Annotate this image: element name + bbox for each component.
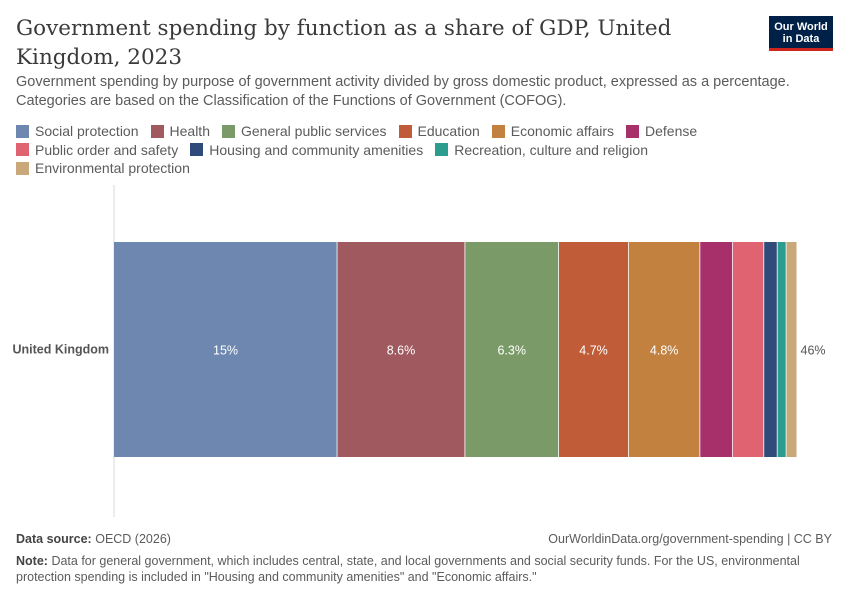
legend-label: Economic affairs: [510, 123, 615, 139]
bar-segment[interactable]: [628, 242, 700, 457]
legend-label: Recreation, culture and religion: [454, 141, 648, 158]
legend-item[interactable]: Social protection: [16, 122, 139, 141]
bar-segment[interactable]: [337, 242, 465, 457]
bar-value-label: 4.7%: [579, 344, 608, 358]
legend-label: Public order and safety: [35, 141, 179, 158]
legend-label: Education: [417, 123, 480, 139]
legend: Social protection Health General public se…: [16, 122, 816, 178]
legend-label: Housing and community amenities: [209, 141, 424, 158]
bar-value-label: 15%: [213, 344, 238, 358]
legend-label: Health: [169, 123, 210, 139]
logo-line-1: Our World: [774, 21, 828, 33]
bar-segment[interactable]: [763, 242, 778, 457]
bar-value-label: 6.3%: [498, 344, 527, 358]
legend-label: Social protection: [35, 123, 139, 139]
chart-subtitle: Government spending by purpose of govern…: [16, 74, 790, 109]
legend-swatch: [435, 143, 449, 157]
bar-segment[interactable]: [786, 242, 797, 457]
legend-item[interactable]: Environmental protection: [16, 159, 190, 178]
legend-label: Environmental protection: [35, 160, 190, 176]
legend-item[interactable]: Housing and community amenities: [190, 141, 423, 160]
chart-note: Note: Data for general government, which…: [16, 553, 831, 585]
bar-segment[interactable]: [464, 242, 559, 457]
chart-title: Government spending by function as a sha…: [16, 16, 672, 70]
legend-swatch: [626, 124, 640, 138]
legend-item[interactable]: Education: [398, 122, 480, 141]
legend-label: Defense: [645, 123, 698, 139]
owid-logo[interactable]: Our World in Data: [769, 16, 833, 51]
note-text: Data for general government, which inclu…: [16, 554, 800, 584]
legend-row: Environmental protection: [16, 159, 816, 178]
total-value-label: 46%: [801, 344, 826, 358]
data-source-label: Data source:: [16, 532, 92, 546]
logo-line-2: in Data: [782, 33, 820, 45]
chart-area: United Kingdom 15% 8.6% 6.3% 4.7% 4.8% 46%: [12, 185, 826, 517]
legend-swatch: [221, 124, 235, 138]
legend-row: Public order and safety Housing and commu…: [16, 141, 816, 160]
bar-segment[interactable]: [732, 242, 764, 457]
legend-swatch: [150, 124, 164, 138]
legend-row: Social protection Health General public se…: [16, 122, 816, 141]
bar-segment[interactable]: [114, 242, 338, 457]
legend-swatch: [16, 161, 29, 175]
legend-swatch: [16, 124, 29, 138]
legend-swatch: [491, 124, 505, 138]
legend-label: General public services: [240, 123, 387, 139]
bar-segment[interactable]: [699, 242, 733, 457]
legend-item[interactable]: General public services: [221, 122, 387, 141]
data-source-text: OECD (2026): [95, 532, 171, 546]
note-label: Note:: [16, 554, 48, 568]
legend-swatch: [16, 143, 29, 157]
bar-segment[interactable]: [558, 242, 629, 457]
data-source: Data source: OECD (2026): [16, 532, 171, 546]
legend-item[interactable]: Economic affairs: [491, 122, 615, 141]
legend-item[interactable]: Public order and safety: [16, 141, 178, 160]
legend-item[interactable]: Health: [150, 122, 210, 141]
bar-value-label: 4.8%: [650, 344, 679, 358]
category-label: United Kingdom: [12, 343, 109, 357]
legend-swatch: [190, 143, 204, 157]
legend-swatch: [398, 124, 412, 138]
legend-item[interactable]: Defense: [626, 122, 697, 141]
source-url-link[interactable]: OurWorldinData.org/government-spending |…: [548, 532, 832, 546]
bar-value-label: 8.6%: [387, 344, 416, 358]
legend-item[interactable]: Recreation, culture and religion: [435, 141, 648, 160]
bar-segment[interactable]: [777, 242, 787, 457]
